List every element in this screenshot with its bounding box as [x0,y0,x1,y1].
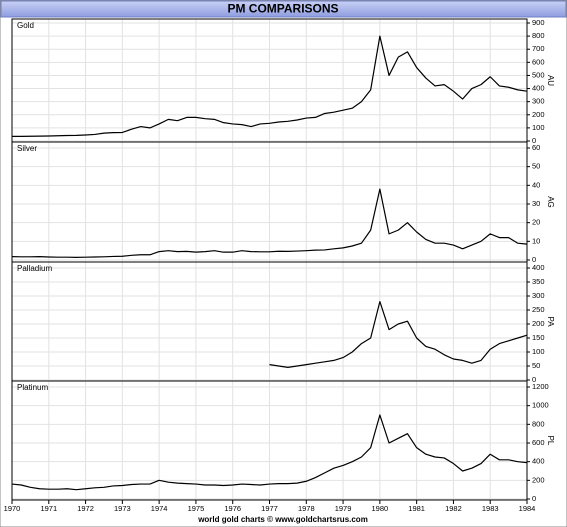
y-tick-label: 700 [532,44,545,53]
panel-border [11,380,528,501]
x-tick-label: 1981 [408,504,425,513]
y-tick-label: 200 [532,475,545,484]
x-tick-label: 1972 [77,504,94,513]
price-line [11,188,528,258]
chart-title: PM COMPARISONS [227,2,338,16]
x-tick-label: 1974 [151,504,168,513]
y-tick-label: 500 [532,70,545,79]
x-tick-label: 1984 [519,504,536,513]
y-tick-label: 600 [532,57,545,66]
footer: world gold charts © www.goldchartsrus.co… [197,515,368,524]
price-line [269,301,528,368]
y-tick-label: 10 [532,236,540,245]
y-tick-label: 900 [532,18,545,27]
y-tick-label: 100 [532,347,545,356]
y-tick-label: 800 [532,31,545,40]
x-tick-label: 1971 [40,504,57,513]
x-tick-label: 1975 [188,504,205,513]
x-tick-label: 1977 [261,504,278,513]
y-tick-label: 800 [532,419,545,428]
y-tick-label: 400 [532,263,545,272]
x-tick-label: 1979 [335,504,352,513]
y-tick-label: 60 [532,143,540,152]
y-tick-label: 200 [532,319,545,328]
panel-title: Gold [17,21,34,30]
y-tick-label: 0 [532,136,536,145]
y-tick-label: 100 [532,123,545,132]
y-axis-label: PA [546,316,555,327]
y-tick-label: 300 [532,97,545,106]
x-tick-label: 1982 [445,504,462,513]
y-axis-label: AG [546,196,555,208]
price-line [12,35,528,138]
y-tick-label: 400 [532,84,545,93]
y-tick-label: 200 [532,110,545,119]
y-axis-label: PL [546,436,555,446]
y-tick-label: 40 [532,180,540,189]
y-tick-label: 30 [532,199,540,208]
x-tick-label: 1970 [4,504,21,513]
panel-title: Palladium [17,264,52,273]
x-tick-label: 1978 [298,504,315,513]
y-tick-label: 50 [532,162,540,171]
y-tick-label: 0 [532,255,536,264]
y-tick-label: 0 [532,375,536,384]
y-tick-label: 300 [532,291,545,300]
price-line [11,414,528,491]
x-tick-label: 1983 [482,504,499,513]
y-tick-label: 20 [532,218,540,227]
y-tick-label: 1200 [532,382,549,391]
y-tick-label: 1000 [532,401,549,410]
x-tick-label: 1976 [224,504,241,513]
panel-title: Silver [17,144,37,153]
x-tick-label: 1973 [114,504,131,513]
y-axis-label: AU [546,75,555,86]
y-tick-label: 350 [532,277,545,286]
x-tick-label: 1980 [372,504,389,513]
y-tick-label: 400 [532,457,545,466]
y-tick-label: 150 [532,333,545,342]
y-tick-label: 0 [532,494,536,503]
y-tick-label: 600 [532,438,545,447]
y-tick-label: 50 [532,361,540,370]
panel-title: Platinum [17,383,48,392]
title-bar [0,0,567,18]
y-tick-label: 250 [532,305,545,314]
